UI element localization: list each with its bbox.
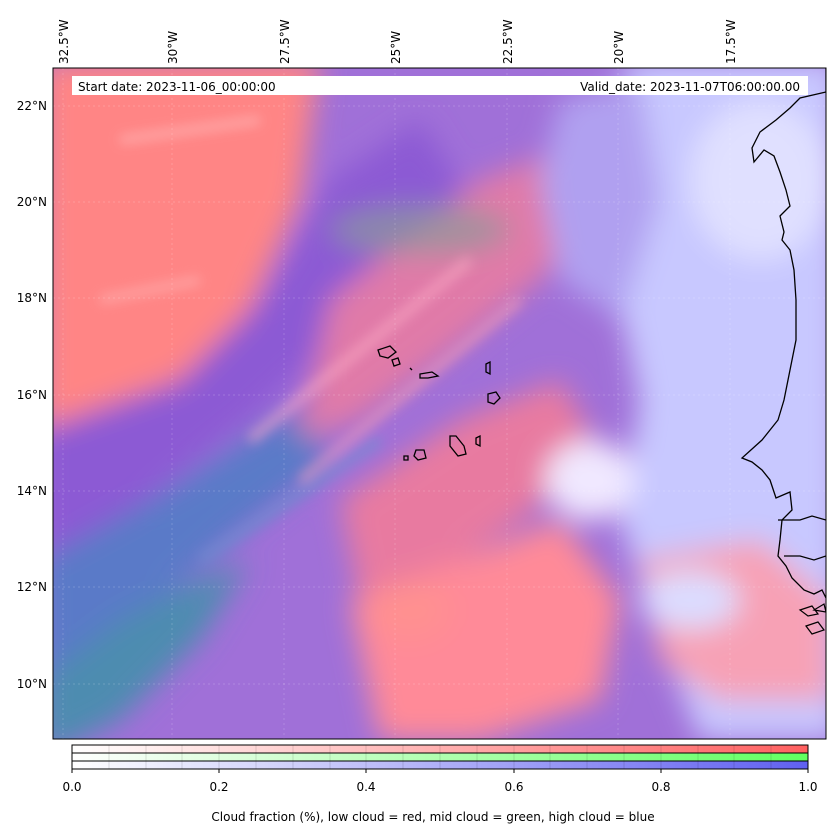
- lat-label-10n: 10°N: [17, 677, 47, 691]
- latitude-labels: 22°N 20°N 18°N 16°N 14°N 12°N 10°N: [17, 99, 47, 691]
- start-date-label: Start date: 2023-11-06_00:00:00: [78, 80, 276, 94]
- high-cloud-patch-south: [640, 570, 740, 630]
- colorbar-low-cloud-row: [72, 745, 808, 753]
- island-sal: [485, 360, 491, 376]
- lat-label-18n: 18°N: [17, 291, 47, 305]
- colorbar-tick-0-8: 0.8: [651, 780, 670, 794]
- low-cloud-central-streak: [300, 150, 600, 440]
- coastline-bijagos: [784, 555, 826, 561]
- lon-label-32-5w: 32.5°W: [57, 19, 71, 64]
- colorbar-tick-0-4: 0.4: [356, 780, 375, 794]
- colorbar-tick-0-6: 0.6: [504, 780, 523, 794]
- colorbar-caption: Cloud fraction (%), low cloud = red, mid…: [211, 810, 654, 824]
- colorbar-tick-0: 0.0: [62, 780, 81, 794]
- texture-streak: [99, 276, 201, 304]
- graticule: [53, 68, 826, 739]
- colorbar-tick-1: 1.0: [798, 780, 817, 794]
- low-cloud-southern-region: [350, 520, 620, 739]
- colorbar-frame: [71, 744, 809, 770]
- high-cloud-coastal-patch: [690, 100, 826, 260]
- colorbar-tick-0-2: 0.2: [209, 780, 228, 794]
- map-panel: [53, 68, 826, 739]
- coastline-gambia: [778, 515, 826, 521]
- date-info-box: [72, 76, 808, 95]
- lon-label-17-5w: 17.5°W: [724, 19, 738, 64]
- island-sao-vicente: [391, 357, 401, 367]
- colorbar-level-lines: [108, 745, 772, 769]
- low-cloud-region-west: [53, 68, 319, 430]
- high-cloud-patch: [545, 440, 635, 520]
- colorbar-ticks: [71, 769, 809, 773]
- coastline-guinea-bissau-islands: [798, 603, 826, 635]
- island-santa-luzia: [409, 367, 413, 371]
- map-frame: [52, 67, 827, 740]
- colorbar-high-cloud-row: [72, 761, 808, 769]
- island-maio: [475, 434, 481, 448]
- texture-streak: [246, 256, 474, 444]
- coastline-africa: [740, 68, 826, 599]
- mid-cloud-north-tint: [330, 205, 510, 255]
- island-brava: [403, 455, 409, 461]
- mid-cloud-teal-region: [53, 560, 250, 739]
- mid-high-cloud-southwest: [53, 400, 330, 727]
- lon-label-30w: 30°W: [166, 31, 180, 64]
- texture-streak: [196, 435, 384, 565]
- lat-label-12n: 12°N: [17, 580, 47, 594]
- low-cloud-patch-south: [370, 580, 450, 640]
- colorbar-mid-cloud-row: [72, 753, 808, 761]
- lat-label-16n: 16°N: [17, 388, 47, 402]
- island-boa-vista: [487, 391, 501, 405]
- cloud-field: [53, 68, 826, 739]
- island-sao-nicolau: [419, 371, 440, 379]
- cloud-texture: [99, 116, 523, 565]
- lon-label-27-5w: 27.5°W: [278, 19, 292, 64]
- high-cloud-northeast-band: [540, 80, 660, 320]
- colorbar: 0.0 0.2 0.4 0.6 0.8 1.0 Cloud fraction (…: [62, 744, 818, 824]
- island-santiago: [449, 435, 467, 457]
- lat-label-14n: 14°N: [17, 484, 47, 498]
- lat-label-20n: 20°N: [17, 195, 47, 209]
- cape-verde-islands: [377, 345, 501, 461]
- texture-streak: [119, 116, 261, 144]
- texture-streak: [297, 296, 523, 484]
- low-cloud-central-streak-2: [340, 380, 600, 600]
- valid-date-label: Valid_date: 2023-11-07T06:00:00.00: [580, 80, 800, 94]
- lat-label-22n: 22°N: [17, 99, 47, 113]
- lon-label-25w: 25°W: [389, 31, 403, 64]
- island-fogo: [413, 449, 427, 461]
- island-santo-antao: [377, 345, 397, 359]
- lon-label-20w: 20°W: [612, 31, 626, 64]
- longitude-labels: 32.5°W 30°W 27.5°W 25°W 22.5°W 20°W 17.5…: [57, 19, 738, 64]
- lon-label-22-5w: 22.5°W: [501, 19, 515, 64]
